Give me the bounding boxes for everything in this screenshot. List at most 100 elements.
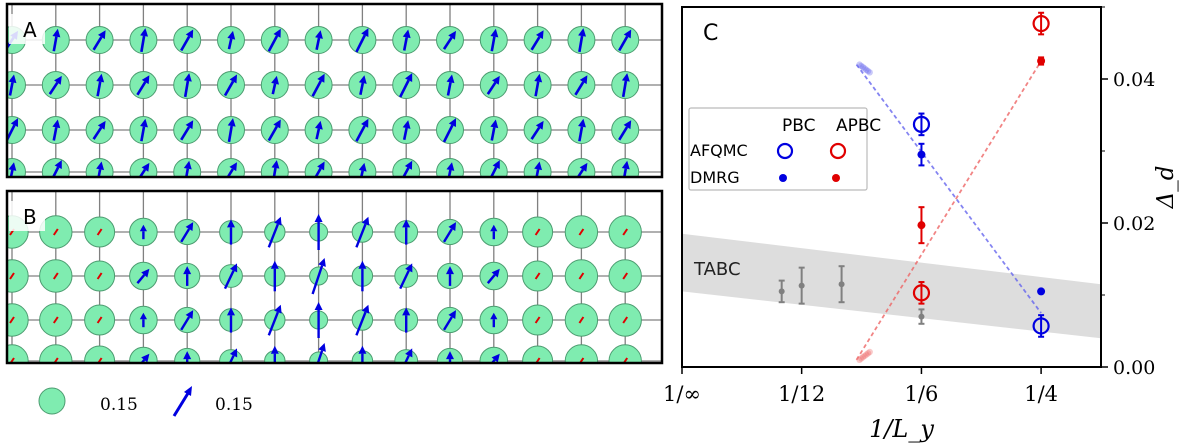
data-point xyxy=(1037,287,1046,296)
spin-arrow-icon xyxy=(403,355,410,363)
site-circle xyxy=(7,303,29,337)
legend-column-header: APBC xyxy=(836,116,881,136)
spin-arrowhead-icon xyxy=(54,75,62,85)
spin-arrowhead-icon xyxy=(270,345,279,354)
extrapolation-line xyxy=(855,60,1042,361)
panel-label: B xyxy=(23,205,37,229)
spin-arrow-icon xyxy=(442,316,453,331)
spin-arrowhead-icon xyxy=(317,73,325,83)
spin-arrow-icon xyxy=(267,125,278,142)
panel-b-lattice: B xyxy=(5,189,664,365)
site-circle xyxy=(304,158,333,177)
spin-arrowhead-icon xyxy=(227,219,235,228)
data-point xyxy=(838,281,845,288)
spin-arrowhead-icon xyxy=(139,224,147,232)
extrapolation-sample xyxy=(861,352,868,360)
spin-arrowhead-icon xyxy=(534,73,543,83)
spin-arrow-icon xyxy=(399,270,410,290)
spin-arrowhead-icon xyxy=(492,75,500,85)
y-tick-label: 0.00 xyxy=(1113,357,1155,379)
data-point xyxy=(912,284,931,302)
spin-arrowhead-icon xyxy=(448,310,456,320)
extrapolation-sample xyxy=(863,351,870,358)
spin-arrowhead-icon xyxy=(446,162,455,171)
spin-arrow-icon xyxy=(490,359,496,363)
tabc-band xyxy=(682,233,1101,339)
spin-arrowhead-icon xyxy=(227,118,236,127)
spin-arrow-icon xyxy=(315,128,321,140)
legend-marker xyxy=(829,142,847,160)
spin-arrow-icon xyxy=(399,79,410,98)
spin-arrow-icon xyxy=(621,80,628,98)
spin-tiny-icon xyxy=(578,357,585,363)
scale-arrow-icon xyxy=(172,389,192,417)
extrapolation-sample xyxy=(858,62,865,70)
spin-arrowhead-icon xyxy=(139,312,147,320)
site-circle xyxy=(39,344,73,363)
spin-arrow-icon xyxy=(48,81,59,95)
panel-a-lattice: A xyxy=(5,2,664,179)
spin-tiny-icon xyxy=(622,228,629,236)
spin-arrowhead-icon xyxy=(140,28,149,37)
data-point xyxy=(912,115,931,133)
legend-row-label: AFQMC xyxy=(690,141,748,160)
panel-c-chart: 1/∞ 1/12 1/6 1/4 0.00 0.02 0.04 1/L_y Δ_d C TABC PB… xyxy=(663,6,1179,443)
spin-tiny-icon xyxy=(52,272,59,280)
spin-arrow-icon xyxy=(490,36,496,52)
extrapolation-sample xyxy=(866,69,873,76)
extrapolation-sample xyxy=(861,65,868,72)
spin-arrowhead-icon xyxy=(623,29,632,39)
spin-arrow-icon xyxy=(92,36,103,51)
extrapolation-sample xyxy=(859,63,867,71)
spin-arrowhead-icon xyxy=(402,120,411,129)
spin-arrowhead-icon xyxy=(141,353,150,363)
scale-arrow-head-icon xyxy=(184,386,192,396)
spin-arrow-icon xyxy=(96,81,102,97)
spin-arrowhead-icon xyxy=(402,307,411,316)
spin-arrow-icon xyxy=(180,35,191,52)
spin-arrowhead-icon xyxy=(492,160,500,170)
legend-column-header: PBC xyxy=(782,116,816,136)
spin-arrow-icon xyxy=(223,270,235,290)
spin-arrow-icon xyxy=(183,80,190,98)
spin-tiny-icon xyxy=(97,357,103,363)
spin-arrowhead-icon xyxy=(10,118,18,128)
spin-arrow-icon xyxy=(140,35,146,53)
data-point xyxy=(1032,317,1050,335)
spin-arrowhead-icon xyxy=(448,222,456,232)
spin-arrow-icon xyxy=(486,81,497,95)
spin-arrowhead-icon xyxy=(490,312,498,320)
spin-tiny-icon xyxy=(96,228,103,236)
spin-tiny-icon xyxy=(9,357,15,363)
spin-arrow-icon xyxy=(618,35,629,52)
spin-tiny-icon xyxy=(534,228,541,236)
extrapolation-sample xyxy=(864,67,872,75)
spin-arrowhead-icon xyxy=(314,214,323,222)
data-point xyxy=(1032,14,1050,33)
spin-arrow-icon xyxy=(92,126,103,140)
spin-arrowhead-icon xyxy=(491,353,500,363)
spin-arrow-icon xyxy=(574,81,585,96)
legend-marker xyxy=(832,174,840,182)
spin-arrow-icon xyxy=(316,350,324,363)
spin-arrowhead-icon xyxy=(8,74,17,84)
spin-arrowhead-icon xyxy=(405,348,413,358)
spin-arrow-icon xyxy=(227,125,233,143)
spin-arrow-icon xyxy=(446,82,452,96)
spin-arrowhead-icon xyxy=(98,30,106,40)
spin-arrowhead-icon xyxy=(183,351,192,360)
spin-arrow-icon xyxy=(530,36,541,51)
spin-arrowhead-icon xyxy=(315,30,323,39)
spin-arrowhead-icon xyxy=(271,160,280,169)
spin-tiny-icon xyxy=(578,272,585,280)
lattice-sites xyxy=(7,191,662,363)
x-tick-label: 1/6 xyxy=(905,382,939,406)
spin-arrow-icon xyxy=(442,36,453,50)
spin-arrowhead-icon xyxy=(317,161,325,171)
spin-tiny-icon xyxy=(53,357,59,363)
spin-arrow-icon xyxy=(490,127,496,141)
spin-tiny-icon xyxy=(622,272,629,280)
data-point xyxy=(1037,57,1046,65)
spin-arrowhead-icon xyxy=(141,268,150,278)
extrapolation-sample xyxy=(864,350,872,357)
